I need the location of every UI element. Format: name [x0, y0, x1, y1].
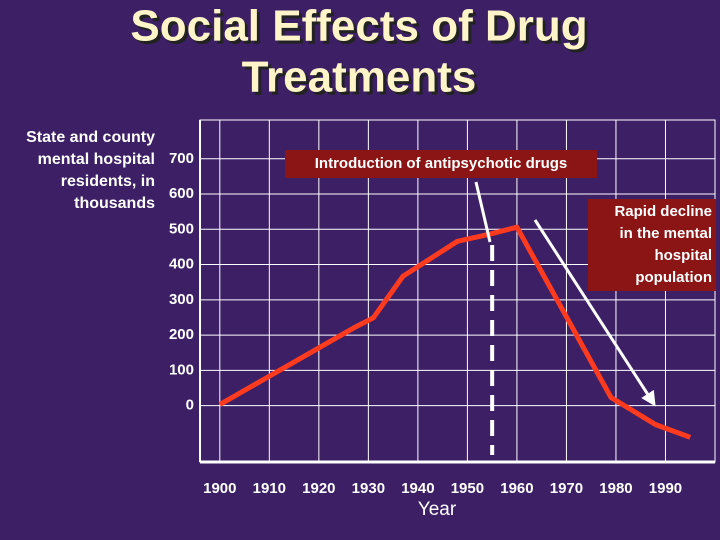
y-tick-label: 500	[169, 220, 194, 237]
chart-title: Social Effects of Drug	[130, 2, 587, 51]
chart-title: Treatments	[242, 53, 477, 102]
annotation: Rapid decline	[614, 203, 712, 220]
annotation-box	[285, 150, 597, 178]
y-label-line: mental hospital	[38, 151, 155, 168]
title: Social Effects of Drug Social Effects of…	[130, 2, 590, 105]
x-tick-label: 1970	[550, 480, 583, 497]
y-label-line: thousands	[74, 195, 155, 212]
x-tick-label: 1990	[649, 480, 682, 497]
x-tick-label: 1960	[500, 480, 533, 497]
arrow	[474, 181, 492, 243]
x-tick-label: 1920	[302, 480, 335, 497]
x-tick-label: 1910	[253, 480, 286, 497]
x-tick-label: 1930	[352, 480, 385, 497]
annotation: hospital	[654, 247, 712, 264]
y-tick-label: 200	[169, 326, 194, 343]
annotation-box	[588, 199, 716, 291]
y-tick-label: 400	[169, 256, 194, 273]
y-tick-label: 300	[169, 291, 194, 308]
x-axis-label: Year	[418, 499, 457, 520]
title-shadow: Treatments	[245, 56, 480, 105]
y-label-line: State and county	[26, 129, 155, 146]
y-tick-label: 600	[169, 185, 194, 202]
arrow	[533, 219, 656, 407]
x-tick-label: 1900	[203, 480, 236, 497]
y-tick-label: 700	[169, 150, 194, 167]
title-shadow: Social Effects of Drug	[133, 5, 590, 54]
y-label-line: residents, in	[61, 173, 155, 190]
annotation: Introduction of antipsychotic drugs	[315, 155, 568, 172]
annotation: in the mental	[619, 225, 712, 242]
x-tick-label: 1950	[451, 480, 484, 497]
annotation: population	[635, 269, 712, 286]
y-tick-label: 100	[169, 361, 194, 378]
y-tick-label: 0	[186, 397, 194, 414]
data-line	[218, 224, 692, 440]
y-axis-label: State and county mental hospital residen…	[26, 129, 155, 212]
x-tick-label: 1980	[599, 480, 632, 497]
x-tick-label: 1940	[401, 480, 434, 497]
